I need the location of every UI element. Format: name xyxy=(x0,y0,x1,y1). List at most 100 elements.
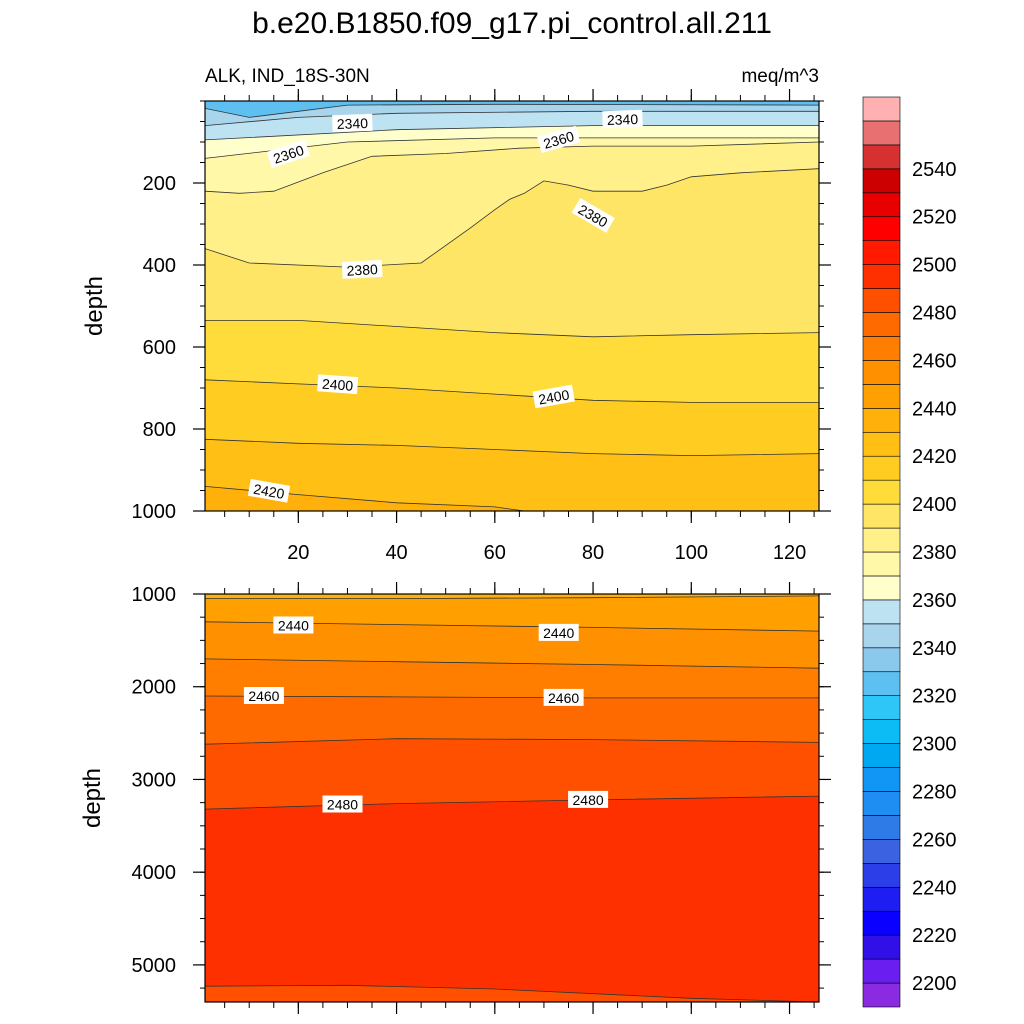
colorbar-tick-label: 2300 xyxy=(912,734,957,756)
colorbar-tick-label: 2280 xyxy=(912,782,957,804)
colorbar-tick-label: 2520 xyxy=(912,207,957,229)
colorbar-tick-label: 2440 xyxy=(912,398,957,420)
colorbar-swatch xyxy=(862,503,901,529)
y-tick-label: 800 xyxy=(143,419,176,441)
colorbar-tick-label: 2320 xyxy=(912,686,957,708)
colorbar-swatch xyxy=(862,96,901,122)
colorbar-tick-label: 2460 xyxy=(912,350,957,372)
contour-label-box xyxy=(571,198,615,233)
contour-label: 2400 xyxy=(317,374,359,395)
contour-line xyxy=(205,438,819,457)
colorbar-swatch xyxy=(862,958,901,984)
colorbar-swatch xyxy=(862,767,901,792)
colorbar-swatch xyxy=(862,264,901,289)
colorbar-tick-label: 2380 xyxy=(912,542,957,564)
contour-band xyxy=(205,486,819,511)
contour-band xyxy=(205,985,819,1002)
colorbar-swatch xyxy=(862,479,901,505)
contour-label-box xyxy=(341,259,383,279)
colorbar-swatch xyxy=(862,120,901,146)
x-tick-label: 20 xyxy=(287,542,309,564)
x-tick-label: 60 xyxy=(484,542,506,564)
contour-line xyxy=(205,658,819,669)
colorbar-tick-label: 2540 xyxy=(912,159,957,181)
lower-contour-panel: 1000 2000 3000 4000 5000 2440 2440 2460 2460 2480… xyxy=(132,582,831,1014)
contour-line xyxy=(205,595,819,599)
contour-label-text: 2400 xyxy=(322,376,354,394)
colorbar-swatch xyxy=(862,408,901,433)
contour-line xyxy=(205,695,819,699)
upper-y-axis-label: depth xyxy=(81,276,108,336)
colorbar-swatch xyxy=(862,192,901,218)
chart-right-subtitle: meq/m^3 xyxy=(741,66,819,87)
contour-label-text: 2440 xyxy=(278,618,309,634)
contour-label-box xyxy=(266,139,310,169)
x-tick-label: 120 xyxy=(773,542,806,564)
upper-contour-panel: 200 400 600 800 1000 20 40 60 80 100 120 2340 2340 23… xyxy=(132,89,831,564)
colorbar-swatch xyxy=(862,743,901,768)
contour-label-box xyxy=(538,623,579,641)
contour-label: 2360 xyxy=(266,139,310,169)
x-tick-label: 40 xyxy=(385,542,407,564)
contour-line xyxy=(205,110,819,126)
colorbar: 2200 2220 2240 2260 2280 2300 2320 2340 2360 2380… xyxy=(862,96,957,1008)
colorbar-swatch xyxy=(862,551,901,577)
colorbar-tick-label: 2400 xyxy=(912,494,957,516)
lower-contour-fills xyxy=(205,594,819,1002)
colorbar-swatch xyxy=(862,144,901,170)
lower-plot-frame xyxy=(204,593,820,1003)
colorbar-swatch xyxy=(862,168,901,194)
y-tick-label: 1000 xyxy=(132,584,177,606)
colorbar-swatch xyxy=(862,240,901,265)
contour-label-box xyxy=(247,478,291,503)
contour-label-box xyxy=(243,687,284,704)
colorbar-swatch xyxy=(862,384,901,409)
contour-line xyxy=(205,379,819,403)
contour-label: 2440 xyxy=(538,623,579,641)
contour-label-box xyxy=(568,790,609,808)
colorbar-swatch xyxy=(862,815,901,840)
contour-label-box xyxy=(332,113,373,133)
contour-label: 2480 xyxy=(322,795,363,813)
colorbar-swatch xyxy=(862,216,901,241)
contour-label: 2460 xyxy=(543,688,584,706)
colorbar-swatch xyxy=(862,431,901,457)
chart-title: b.e20.B1850.f09_g17.pi_control.all.211 xyxy=(252,7,772,40)
contour-band xyxy=(205,796,819,1002)
colorbar-swatch xyxy=(862,934,901,960)
contour-label-text: 2440 xyxy=(543,625,574,641)
contour-label-text: 2460 xyxy=(248,688,279,704)
y-tick-label: 400 xyxy=(143,255,176,277)
contour-line xyxy=(205,320,819,338)
colorbar-tick-label: 2420 xyxy=(912,446,957,468)
colorbar-swatch xyxy=(862,647,901,673)
contour-label-box xyxy=(532,384,575,409)
colorbar-swatch xyxy=(862,886,901,912)
upper-contour-fills xyxy=(205,101,819,511)
contour-label-text: 2340 xyxy=(607,111,639,128)
contour-line xyxy=(205,103,819,118)
chart-left-subtitle: ALK, IND_18S-30N xyxy=(205,66,370,87)
contour-label: 2340 xyxy=(602,109,643,129)
y-tick-label: 200 xyxy=(143,173,176,195)
contour-line xyxy=(205,168,819,268)
contour-label: 2420 xyxy=(247,478,291,503)
contour-label: 2340 xyxy=(332,113,373,133)
y-tick-label: 4000 xyxy=(132,862,177,884)
contour-label: 2400 xyxy=(532,384,575,409)
contour-label: 2460 xyxy=(243,687,284,704)
contour-band xyxy=(205,439,819,511)
colorbar-swatch xyxy=(862,695,901,720)
colorbar-tick-label: 2260 xyxy=(912,829,957,851)
colorbar-swatch xyxy=(862,575,901,601)
colorbar-swatch xyxy=(862,982,901,1008)
colorbar-tick-label: 2500 xyxy=(912,255,957,277)
contour-label-text: 2420 xyxy=(252,481,286,502)
colorbar-swatch xyxy=(862,360,901,385)
contour-line xyxy=(205,141,819,194)
colorbar-tick-label: 2360 xyxy=(912,590,957,612)
contour-label-box xyxy=(317,374,359,395)
contour-label-text: 2460 xyxy=(548,690,579,706)
contour-label: 2440 xyxy=(273,616,314,634)
